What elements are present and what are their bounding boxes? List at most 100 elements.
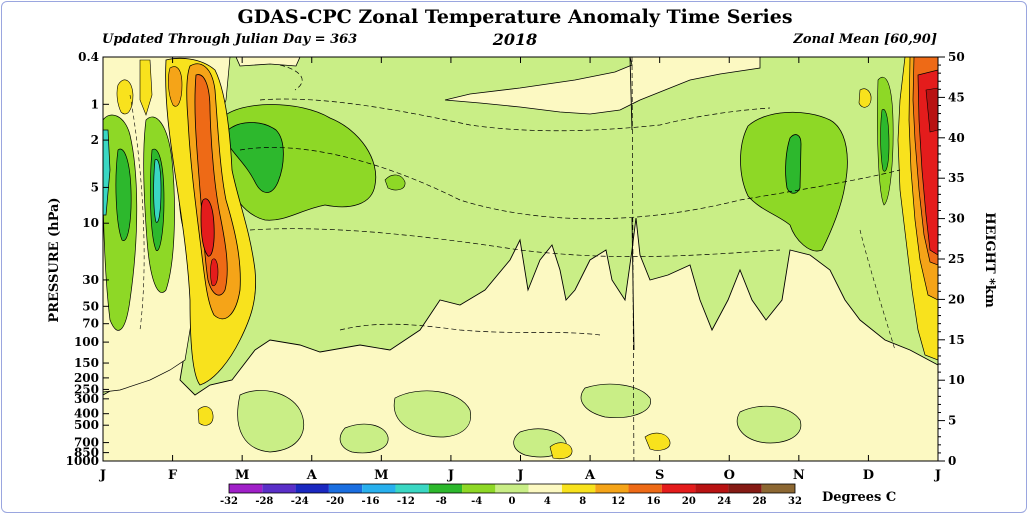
lower-green-patch-b <box>393 390 472 438</box>
height-tick-label: 40 <box>948 131 965 145</box>
month-tick-label: J <box>516 468 523 483</box>
colorbar-swatch <box>595 484 629 493</box>
month-tick-label: J <box>447 468 454 483</box>
colorbar-tick-label: -16 <box>361 496 379 507</box>
upper-pale-patch <box>235 57 301 67</box>
chart-subtitle-right: Zonal Mean [60,90] <box>793 32 937 47</box>
lower-green-patch-d <box>580 383 651 418</box>
pressure-tick-label: 700 <box>74 436 99 450</box>
colorbar-swatch <box>628 484 662 493</box>
anomaly-field <box>103 57 938 461</box>
colorbar-swatch <box>761 484 795 493</box>
colorbar-swatch <box>528 484 562 493</box>
december-cold-band-core <box>880 109 890 172</box>
colorbar-tick-label: 16 <box>647 496 661 507</box>
dashed-contour-d <box>279 64 303 91</box>
height-tick-label: 35 <box>948 171 965 185</box>
january-warm-streak-b <box>139 59 153 116</box>
lower-green-patch-a <box>237 390 305 453</box>
upper-stratosphere-pale-region <box>228 57 761 115</box>
colorbar-tick-label: 32 <box>788 496 802 507</box>
height-tick-label: 45 <box>948 90 965 104</box>
lower-yellow-patch-c <box>197 406 214 426</box>
month-tick-label: A <box>306 468 318 483</box>
colorbar-swatch <box>295 484 329 493</box>
contour-spike-mid <box>631 217 635 351</box>
height-tick-label: 50 <box>948 50 965 64</box>
colorbar-swatch <box>561 484 596 493</box>
colorbar-swatch <box>262 484 296 493</box>
pressure-tick-label: 10 <box>82 216 99 230</box>
february-warm-streak <box>168 66 183 107</box>
month-tick-label: O <box>724 468 735 483</box>
colorbar-swatch <box>328 484 363 493</box>
pressure-tick-label: 70 <box>82 317 99 331</box>
pressure-tick-label: 5 <box>91 180 99 194</box>
colorbar-swatch <box>229 484 263 493</box>
lower-green-patch-f <box>339 423 389 454</box>
lower-yellow-patch-a <box>549 442 573 460</box>
pressure-tick-label: 400 <box>74 407 99 421</box>
pressure-tick-label: 100 <box>74 335 99 349</box>
height-tick-label: 0 <box>948 454 956 468</box>
pressure-tick-label: 50 <box>82 299 99 313</box>
colorbar-tick-label: -4 <box>471 496 482 507</box>
height-tick-label: 20 <box>948 292 965 306</box>
colorbar-tick-label: 28 <box>753 496 767 507</box>
colorbar-swatch <box>428 484 463 493</box>
february-warm-region-darkorange <box>194 74 228 296</box>
dashed-contour-f <box>339 323 601 336</box>
height-tick-label: 25 <box>948 252 965 266</box>
height-axis-label: HEIGHT *km <box>982 212 997 308</box>
lower-green-patch-e <box>736 405 802 444</box>
dashed-contour-c <box>259 98 771 132</box>
chart-subtitle-left: Updated Through Julian Day = 363 <box>102 32 358 47</box>
month-tick-label: F <box>168 468 178 483</box>
january-warm-streak <box>116 79 134 115</box>
february-warm-region-red <box>200 198 215 257</box>
height-tick-label: 15 <box>948 333 965 347</box>
pressure-tick-label: 300 <box>74 392 99 406</box>
colorbar-tick-label: -20 <box>326 496 344 507</box>
pressure-tick-label: 0.4 <box>78 50 99 64</box>
pressure-tick-label: 1000 <box>66 454 99 468</box>
colorbar-swatch <box>728 484 762 493</box>
colorbar-tick-label: 4 <box>544 496 551 507</box>
colorbar-label: Degrees C <box>822 490 896 505</box>
pressure-tick-label: 850 <box>74 446 99 460</box>
chart-title: GDAS-CPC Zonal Temperature Anomaly Time … <box>237 6 793 28</box>
colorbar-tick-label: -32 <box>220 496 238 507</box>
month-tick-label: M <box>374 468 388 483</box>
dashed-contour-g <box>129 94 145 331</box>
colorbar-swatch <box>495 484 529 493</box>
january-cold-band-b-inner <box>153 159 162 223</box>
colorbar-tick-label: -24 <box>291 496 309 507</box>
contour-spike-top <box>629 57 633 131</box>
dashed-contour-a <box>239 147 901 220</box>
colorbar-frame <box>228 483 796 494</box>
pressure-tick-label: 150 <box>74 356 99 370</box>
colorbar-tick-label: -28 <box>255 496 273 507</box>
month-tick-label: S <box>655 468 664 483</box>
month-tick-label: M <box>235 468 249 483</box>
month-tick-label: A <box>584 468 596 483</box>
month-tick-label: J <box>99 468 106 483</box>
colorbar-swatch <box>395 484 429 493</box>
pressure-tick-label: 500 <box>74 418 99 432</box>
chart-year: 2018 <box>492 30 538 49</box>
pressure-tick-label: 1 <box>91 97 99 111</box>
colorbar-swatch <box>362 484 396 493</box>
pressure-axis-label: PRESSURE (hPa) <box>47 197 62 322</box>
colorbar-tick-label: 20 <box>682 496 696 507</box>
lower-yellow-patch-b <box>644 432 671 451</box>
february-warm-region-red-tail <box>210 258 219 287</box>
january-cold-band-edge <box>103 129 111 216</box>
pressure-tick-label: 30 <box>82 273 99 287</box>
month-tick-label: D <box>863 468 874 483</box>
pressure-tick-label: 2 <box>91 133 99 147</box>
dashed-contour-h <box>859 229 896 351</box>
